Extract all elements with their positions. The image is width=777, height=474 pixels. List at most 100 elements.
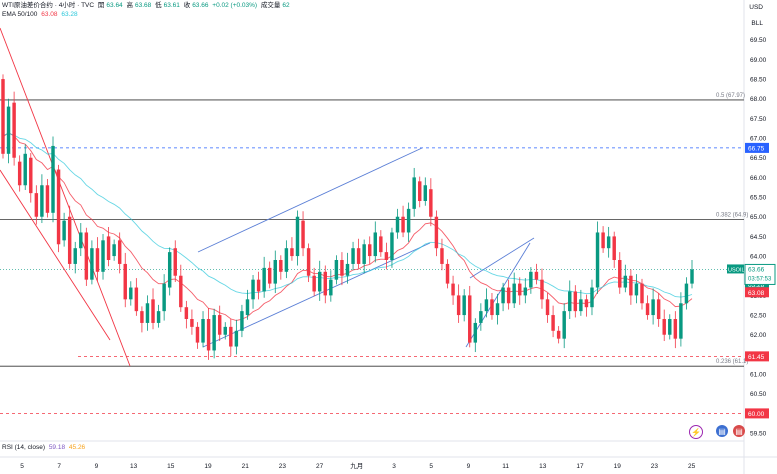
rsi-value-2: 45.26 [68,444,86,451]
ema50-line [2,132,693,321]
high-value: 63.68 [135,2,152,9]
low-label: 低 [155,2,162,9]
us-flag-icon-2[interactable]: ▤ [733,425,745,437]
candle-body [179,275,183,308]
rsi-value-1: 59.18 [48,444,66,451]
candle-body [117,240,122,264]
time-tick-label: 19 [614,463,622,470]
downtrend-line-lower [0,169,111,341]
symbol-tag-label: USOIL [728,267,745,273]
price-tag [745,287,769,298]
candle-body [223,326,227,335]
candle-body [123,263,127,300]
candle-body [551,315,555,331]
candle-body [545,299,550,316]
open-label: 開 [97,2,105,9]
candle-body [45,185,50,213]
candle-body [290,248,294,257]
candle-body [601,232,605,249]
ema-legend[interactable]: EMA 50/100 63.08 63.28 [2,11,80,19]
candle-body [112,244,116,257]
price-tick-label: 69.50 [750,37,767,44]
time-tick-label: 13 [539,463,547,470]
candle-body [240,311,244,331]
candle-body [323,271,327,296]
candle-body [523,287,528,296]
candle-body [201,319,205,343]
ema-label: EMA 50/100 [2,11,38,18]
candle-body [445,263,450,284]
candle-body [329,279,333,296]
price-tag [745,408,769,419]
candle-body [6,106,11,154]
candle-body [418,181,422,201]
ema100-value: 63.28 [61,11,78,18]
price-tick-label: 66.50 [750,155,767,162]
candle-body [456,295,461,316]
candle-body [217,315,222,335]
candle-body [590,287,594,308]
price-tick-label: 62.50 [750,313,767,320]
time-tick-label: 17 [576,463,584,470]
rsi-label: RSI (14, close) [2,444,45,451]
fib-level-label: 0.236 (61.1) [716,359,748,365]
candle-body [51,145,55,213]
candle-body [640,283,644,304]
candle-body [390,232,394,260]
candle-body [34,193,39,217]
candle-body [162,283,166,312]
channel-upper-line [197,147,423,253]
symbol-tag [727,264,744,274]
candle-body [679,303,683,339]
fib-level-label: 0.5 (67.97) [716,93,745,99]
candle-body [79,232,83,249]
time-tick-label: 23 [279,463,287,470]
lightning-icon[interactable]: ⚡ [689,425,703,439]
candle-body [595,232,600,288]
time-tick-label: 25 [688,463,696,470]
candle-body [90,248,94,280]
candle-body [245,299,250,316]
candle-body [673,319,678,339]
candle-body [145,303,150,323]
candle-body [579,299,583,312]
candle-body [618,260,622,288]
currency-label[interactable]: USD [749,4,763,11]
candle-body [401,216,405,233]
candle-body [468,295,472,343]
fib-level-label: 0.382 (64.9) [716,212,748,218]
candle-body [645,303,650,316]
candle-body [379,236,383,253]
candle-body [434,216,439,249]
price-tick-label: 65.50 [750,195,767,202]
rsi-legend[interactable]: RSI (14, close) 59.18 45.26 [2,444,87,452]
us-flag-icon[interactable]: ▤ [716,425,728,437]
candle-body [451,283,455,296]
price-tick-label: 62.00 [750,332,767,339]
price-tag [745,351,769,362]
candle-body [284,248,289,272]
candle-body [518,283,522,296]
ema50-value: 63.08 [41,11,58,18]
symbol-title[interactable]: WTI原油差价合约 · 4小时 · TVC [2,2,95,9]
candle-body [1,79,5,154]
price-tick-label: 60.50 [750,391,767,398]
price-tag-label: 60.00 [748,411,765,418]
candle-body [362,244,366,264]
close-value: 63.66 [192,2,209,9]
candle-body [23,153,27,186]
candle-body [262,267,266,292]
candle-body [423,185,428,201]
candle-body [56,169,61,245]
price-tick-label: 59.50 [750,431,767,438]
time-tick-label: 5 [20,463,24,470]
time-tick-label: 9 [95,463,99,470]
time-tick-label: 27 [316,463,324,470]
candle-body [167,252,172,288]
price-tick-label: 69.00 [750,57,767,64]
candle-body [395,216,400,233]
candle-body [295,216,300,257]
time-tick-label: 13 [130,463,138,470]
time-tick-label: 5 [429,463,433,470]
